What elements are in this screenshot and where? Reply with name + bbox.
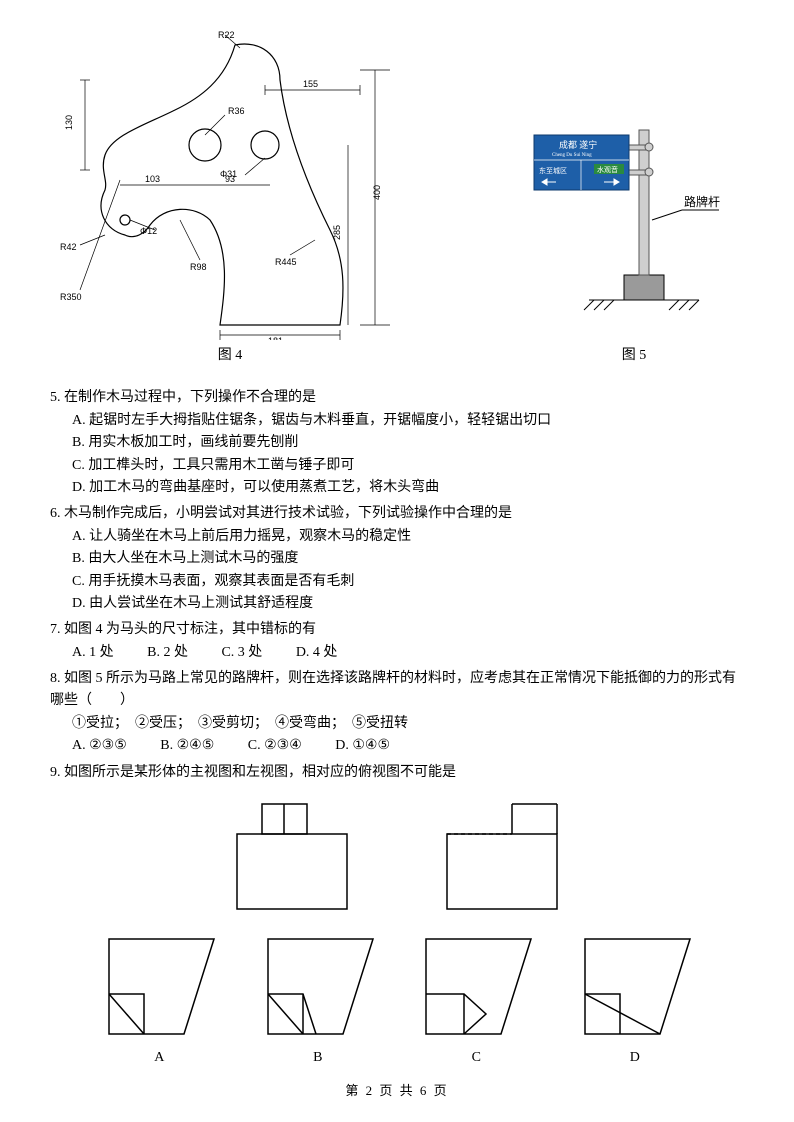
sign-left-text: 东至城区 xyxy=(539,166,567,175)
q9-opt-a-svg xyxy=(99,929,219,1039)
dim-R445: R445 xyxy=(275,257,297,267)
dim-103: 103 xyxy=(145,174,160,184)
q9-opt-c-label: C xyxy=(416,1047,536,1069)
q5-opt-c: C. 加工榫头时，工具只需用木工凿与锤子即可 xyxy=(72,455,744,477)
q8-opt-c: C. ②③④ xyxy=(248,738,302,753)
q5-stem: 5. 在制作木马过程中，下列操作不合理的是 xyxy=(50,390,316,405)
dim-181: 181 xyxy=(268,336,283,340)
q9-opt-c-box: C xyxy=(416,929,536,1069)
question-9: 9. 如图所示是某形体的主视图和左视图，相对应的俯视图不可能是 xyxy=(50,762,744,1070)
q8-stem: 8. 如图 5 所示为马路上常见的路牌杆，则在选择该路牌杆的材料时，应考虑其在正… xyxy=(50,671,736,708)
q8-opt-d: D. ①④⑤ xyxy=(335,738,390,753)
q6-opt-d: D. 由人尝试坐在木马上测试其舒适程度 xyxy=(72,593,744,615)
question-7: 7. 如图 4 为马头的尺寸标注，其中错标的有 A. 1 处 B. 2 处 C.… xyxy=(50,619,744,664)
q7-opt-c: C. 3 处 xyxy=(221,645,262,660)
q7-stem: 7. 如图 4 为马头的尺寸标注，其中错标的有 xyxy=(50,622,316,637)
sign-right-text: 水观音 xyxy=(597,165,618,174)
q9-opt-a-box: A xyxy=(99,929,219,1069)
q5-opt-a: A. 起锯时左手大拇指贴住锯条，锯齿与木料垂直，开锯幅度小，轻轻锯出切口 xyxy=(72,410,744,432)
q6-stem: 6. 木马制作完成后，小明尝试对其进行技术试验，下列试验操作中合理的是 xyxy=(50,506,512,521)
horse-head-drawing: R22 R36 Φ31 155 130 103 93 400 285 Φ12 R… xyxy=(50,30,410,340)
q9-stem: 9. 如图所示是某形体的主视图和左视图，相对应的俯视图不可能是 xyxy=(50,765,456,780)
pole-annotation: 路牌杆 xyxy=(684,194,720,209)
q7-opt-d: D. 4 处 xyxy=(296,645,338,660)
figure-5: 成都 遂宁 Cheng Du Sui Ning 东至城区 水观音 路牌杆 图 5 xyxy=(524,100,744,367)
sign-sub-text: Cheng Du Sui Ning xyxy=(552,153,592,158)
dim-155: 155 xyxy=(303,79,318,89)
q9-opt-b-label: B xyxy=(258,1047,378,1069)
q7-opt-a: A. 1 处 xyxy=(72,645,114,660)
q9-opt-d-svg xyxy=(575,929,695,1039)
question-8: 8. 如图 5 所示为马路上常见的路牌杆，则在选择该路牌杆的材料时，应考虑其在正… xyxy=(50,668,744,758)
q9-opt-d-label: D xyxy=(575,1047,695,1069)
road-sign-drawing: 成都 遂宁 Cheng Du Sui Ning 东至城区 水观音 路牌杆 xyxy=(524,100,744,340)
dim-phi12: Φ12 xyxy=(140,226,157,236)
figure-4-label: 图 4 xyxy=(50,345,410,367)
q5-opt-b: B. 用实木板加工时，画线前要先刨削 xyxy=(72,432,744,454)
q5-opt-d: D. 加工木马的弯曲基座时，可以使用蒸煮工艺，将木头弯曲 xyxy=(72,477,744,499)
q9-front-view xyxy=(227,799,357,914)
dim-R36: R36 xyxy=(228,106,245,116)
dim-R42: R42 xyxy=(60,242,77,252)
figure-5-label: 图 5 xyxy=(524,345,744,367)
q6-opt-a: A. 让人骑坐在木马上前后用力摇晃，观察木马的稳定性 xyxy=(72,526,744,548)
q8-opt-a: A. ②③⑤ xyxy=(72,738,127,753)
figures-row: R22 R36 Φ31 155 130 103 93 400 285 Φ12 R… xyxy=(50,30,744,367)
dim-285: 285 xyxy=(332,225,342,240)
dim-R98: R98 xyxy=(190,262,207,272)
page-footer: 第 2 页 共 6 页 xyxy=(0,1081,794,1102)
dim-R22: R22 xyxy=(218,30,235,40)
q9-left-view xyxy=(437,799,567,914)
q9-opt-b-svg xyxy=(258,929,378,1039)
q9-options-row: A B C xyxy=(80,929,714,1069)
dim-130: 130 xyxy=(64,115,74,130)
q9-given-views xyxy=(50,799,744,914)
q9-opt-d-box: D xyxy=(575,929,695,1069)
sign-top-text: 成都 遂宁 xyxy=(559,139,597,150)
dim-R350: R350 xyxy=(60,292,82,302)
q7-opt-b: B. 2 处 xyxy=(147,645,188,660)
question-5: 5. 在制作木马过程中，下列操作不合理的是 A. 起锯时左手大拇指贴住锯条，锯齿… xyxy=(50,387,744,499)
q9-opt-a-label: A xyxy=(99,1047,219,1069)
q9-opt-b-box: B xyxy=(258,929,378,1069)
question-6: 6. 木马制作完成后，小明尝试对其进行技术试验，下列试验操作中合理的是 A. 让… xyxy=(50,503,744,615)
q9-opt-c-svg xyxy=(416,929,536,1039)
q6-opt-b: B. 由大人坐在木马上测试木马的强度 xyxy=(72,548,744,570)
dim-400: 400 xyxy=(372,185,382,200)
q8-forces: ①受拉； ②受压； ③受剪切； ④受弯曲； ⑤受扭转 xyxy=(50,713,744,735)
q8-opt-b: B. ②④⑤ xyxy=(160,738,214,753)
figure-4: R22 R36 Φ31 155 130 103 93 400 285 Φ12 R… xyxy=(50,30,410,367)
q6-opt-c: C. 用手抚摸木马表面，观察其表面是否有毛刺 xyxy=(72,571,744,593)
dim-93: 93 xyxy=(225,174,235,184)
